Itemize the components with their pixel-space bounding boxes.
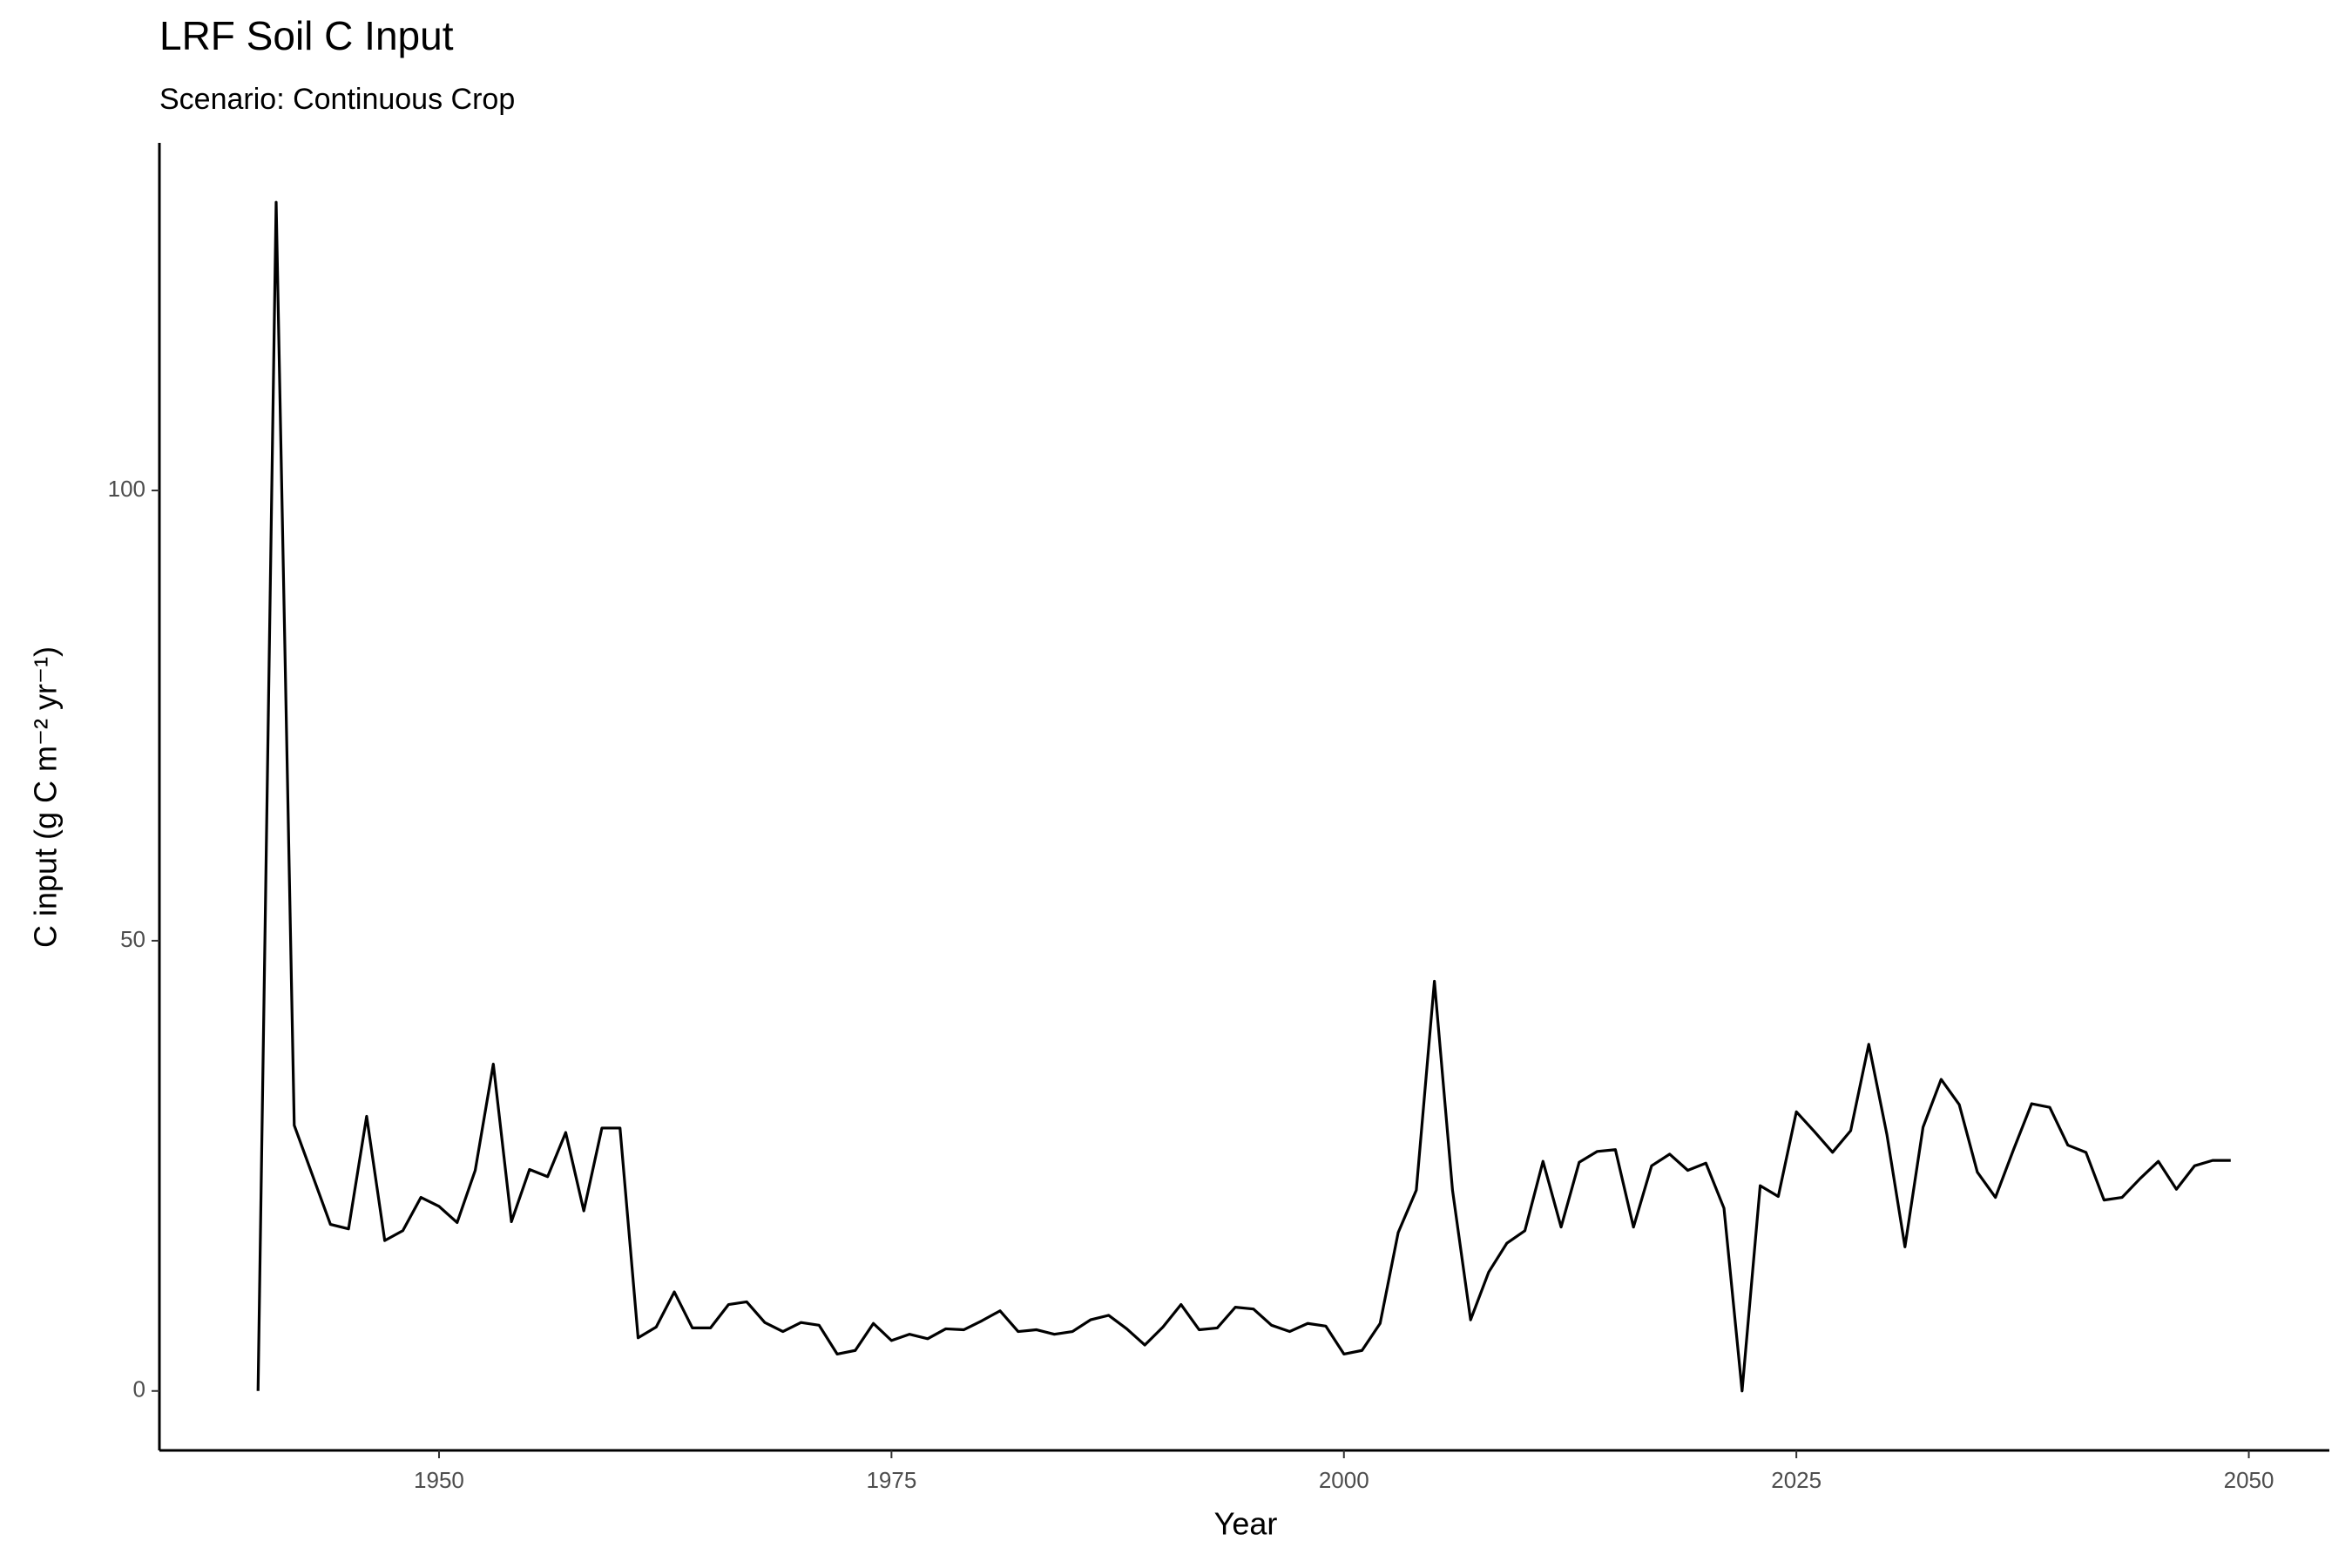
chart-title: LRF Soil C Input <box>159 13 454 58</box>
x-tick-label: 2050 <box>2224 1467 2274 1493</box>
y-tick-label: 50 <box>120 926 145 952</box>
x-tick-label: 2000 <box>1319 1467 1369 1493</box>
x-tick-label: 1950 <box>414 1467 464 1493</box>
x-tick-label: 1975 <box>866 1467 916 1493</box>
y-axis-title: C input (g C m⁻² yr⁻¹) <box>28 646 64 948</box>
y-tick-label: 100 <box>108 476 145 502</box>
x-axis-title: Year <box>1214 1506 1278 1542</box>
chart-subtitle: Scenario: Continuous Crop <box>159 83 515 116</box>
data-line <box>256 200 2231 1393</box>
y-tick-label: 0 <box>133 1376 145 1402</box>
x-tick-label: 2025 <box>1771 1467 1821 1493</box>
